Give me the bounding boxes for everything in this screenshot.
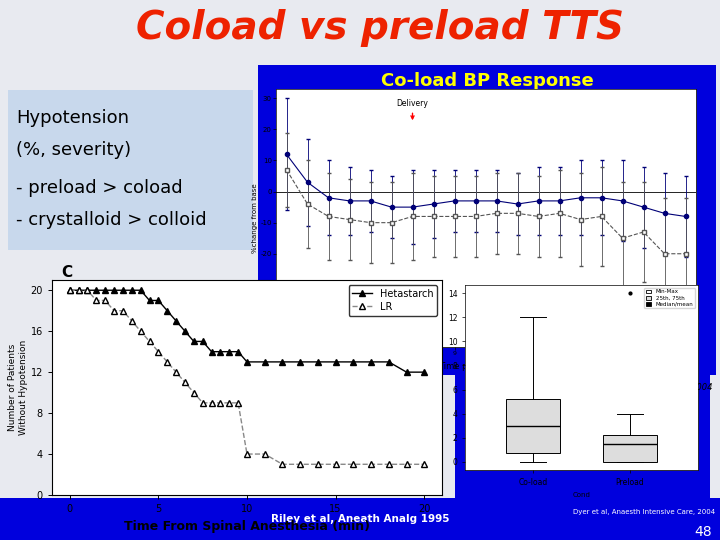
LR: [127, 318, 136, 324]
Hetastarch: [331, 359, 340, 365]
Bar: [8, 90, 253, 250]
LR: [278, 461, 287, 468]
LR: [243, 451, 251, 457]
LR: [314, 461, 323, 468]
LR: [261, 451, 269, 457]
LR: [66, 287, 74, 293]
Text: Dyer et al, Anaesth Intensive Care, 2004: Dyer et al, Anaesth Intensive Care, 2004: [541, 382, 712, 392]
Text: C: C: [61, 265, 72, 280]
LR: [119, 307, 127, 314]
Hetastarch: [278, 359, 287, 365]
X-axis label: Time post spinal (min): Time post spinal (min): [439, 362, 533, 371]
PathPatch shape: [603, 435, 657, 462]
Hetastarch: [92, 287, 101, 293]
Hetastarch: [199, 338, 207, 345]
X-axis label: Time From Spinal Anesthesia (min): Time From Spinal Anesthesia (min): [124, 519, 370, 532]
LR: [163, 359, 171, 365]
LR: [402, 461, 411, 468]
Hetastarch: [66, 287, 74, 293]
Y-axis label: Number of Patients
Without Hypotension: Number of Patients Without Hypotension: [9, 340, 28, 435]
LR: [109, 307, 118, 314]
LR: [366, 461, 375, 468]
Legend: Min-Max, 25th, 75th, Median/mean: Min-Max, 25th, 75th, Median/mean: [644, 288, 696, 308]
LR: [216, 400, 225, 406]
Bar: [465, 285, 698, 470]
Hetastarch: [384, 359, 393, 365]
LR: [145, 338, 154, 345]
Hetastarch: [314, 359, 323, 365]
Text: Co-load BP Response: Co-load BP Response: [381, 72, 593, 90]
Text: 48: 48: [694, 525, 712, 539]
LR: [101, 297, 109, 303]
LR: [225, 400, 233, 406]
LR: [189, 389, 198, 396]
LR: [136, 328, 145, 334]
Hetastarch: [145, 297, 154, 303]
Hetastarch: [225, 348, 233, 355]
Text: - crystalloid > colloid: - crystalloid > colloid: [16, 211, 207, 229]
Text: Riley et al, Aneath Analg 1995: Riley et al, Aneath Analg 1995: [271, 514, 449, 524]
Hetastarch: [261, 359, 269, 365]
Hetastarch: [366, 359, 375, 365]
Hetastarch: [101, 287, 109, 293]
LR: [83, 287, 91, 293]
LR: [234, 400, 243, 406]
Hetastarch: [119, 287, 127, 293]
Hetastarch: [154, 297, 163, 303]
Bar: [0, 498, 720, 540]
LR: [92, 297, 101, 303]
Bar: [258, 65, 716, 375]
LR: [172, 369, 181, 375]
Hetastarch: [189, 338, 198, 345]
Hetastarch: [234, 348, 243, 355]
Text: - preload > coload: - preload > coload: [16, 179, 183, 197]
LR: [207, 400, 216, 406]
LR: [154, 348, 163, 355]
LR: [74, 287, 83, 293]
LR: [181, 379, 189, 386]
Hetastarch: [420, 369, 428, 375]
Hetastarch: [216, 348, 225, 355]
LR: [199, 400, 207, 406]
LR: [296, 461, 305, 468]
Hetastarch: [163, 307, 171, 314]
Text: Delivery: Delivery: [397, 99, 428, 119]
LR: [420, 461, 428, 468]
Hetastarch: [136, 287, 145, 293]
Line: LR: LR: [66, 287, 428, 468]
Hetastarch: [172, 318, 181, 324]
Y-axis label: %change from base: %change from base: [251, 183, 258, 253]
Hetastarch: [207, 348, 216, 355]
Text: Co-load Ephedrine Use: Co-load Ephedrine Use: [485, 272, 680, 287]
Text: Dyer et al, Anaesth Intensive Care, 2004: Dyer et al, Anaesth Intensive Care, 2004: [573, 509, 715, 515]
PathPatch shape: [506, 399, 559, 453]
Text: Hypotension: Hypotension: [16, 109, 129, 127]
Hetastarch: [127, 287, 136, 293]
Text: Coload vs preload TTS: Coload vs preload TTS: [136, 9, 624, 47]
Hetastarch: [181, 328, 189, 334]
Hetastarch: [109, 287, 118, 293]
Bar: [276, 89, 696, 347]
Legend: Coload, Preload: Coload, Preload: [647, 326, 693, 343]
Bar: [455, 263, 710, 498]
X-axis label: Cond: Cond: [572, 492, 590, 498]
Text: (%, severity): (%, severity): [16, 141, 131, 159]
Hetastarch: [402, 369, 411, 375]
Hetastarch: [74, 287, 83, 293]
Hetastarch: [83, 287, 91, 293]
LR: [331, 461, 340, 468]
LR: [384, 461, 393, 468]
Legend: Hetastarch, LR: Hetastarch, LR: [348, 285, 437, 315]
Hetastarch: [243, 359, 251, 365]
LR: [349, 461, 358, 468]
Line: Hetastarch: Hetastarch: [66, 287, 428, 376]
Hetastarch: [296, 359, 305, 365]
Hetastarch: [349, 359, 358, 365]
